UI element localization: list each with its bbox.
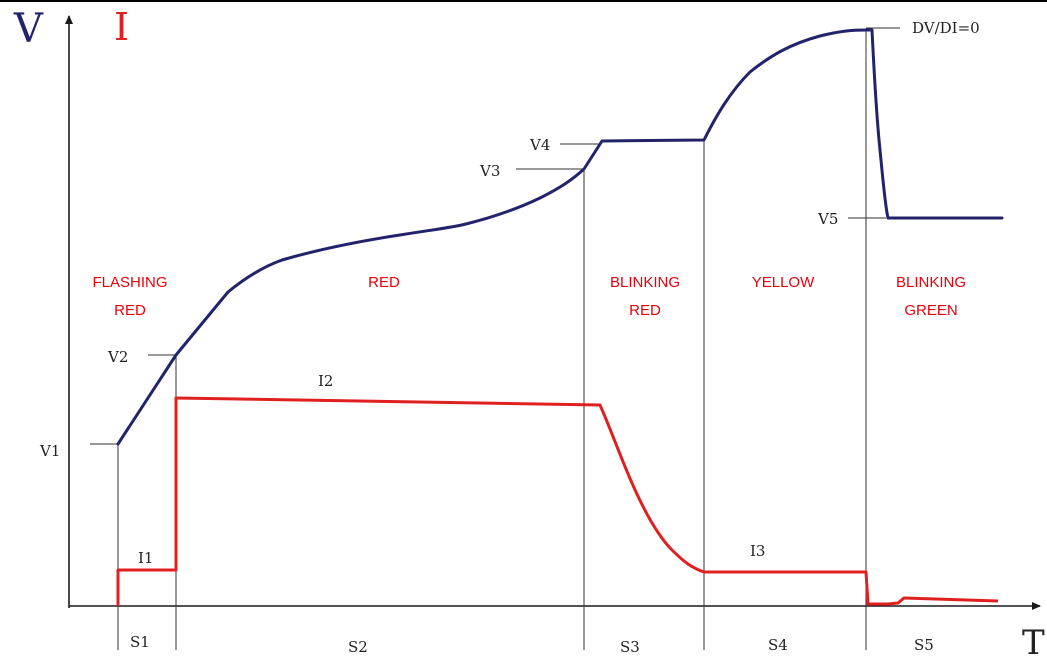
i-axis-label: I <box>114 5 129 49</box>
stage-s3-label: S3 <box>620 638 640 656</box>
phase-s3-indicator-line2: RED <box>629 302 661 319</box>
i3-label: I3 <box>750 542 765 560</box>
v1-label: V1 <box>39 442 60 460</box>
v-axis-label: V <box>13 6 44 52</box>
phase-s4-indicator-line1: YELLOW <box>752 274 815 291</box>
phase-s5-indicator-line1: BLINKING <box>896 274 966 291</box>
dvdi-label: DV/DI=0 <box>912 19 980 37</box>
v5-label: V5 <box>817 210 838 228</box>
stage-s4-label: S4 <box>768 636 788 654</box>
phase-s1-indicator-line1: FLASHING <box>92 274 167 291</box>
voltage-curve <box>116 28 1004 446</box>
phase-s5-indicator-line2: GREEN <box>904 302 957 319</box>
stage-s5-label: S5 <box>914 636 934 654</box>
phase-s1-indicator-line2: RED <box>114 302 146 319</box>
t-axis-label: T <box>1022 623 1045 660</box>
v4-label: V4 <box>529 136 550 154</box>
stage-s1-label: S1 <box>130 633 150 651</box>
phase-s3-indicator-line1: BLINKING <box>610 274 680 291</box>
phase-s2-indicator-line1: RED <box>368 274 400 291</box>
i1-label: I1 <box>138 549 153 567</box>
v2-label: V2 <box>107 348 128 366</box>
i2-label: I2 <box>318 372 333 390</box>
v3-label: V3 <box>479 162 500 180</box>
stage-s2-label: S2 <box>348 638 368 656</box>
current-curve <box>116 396 999 606</box>
